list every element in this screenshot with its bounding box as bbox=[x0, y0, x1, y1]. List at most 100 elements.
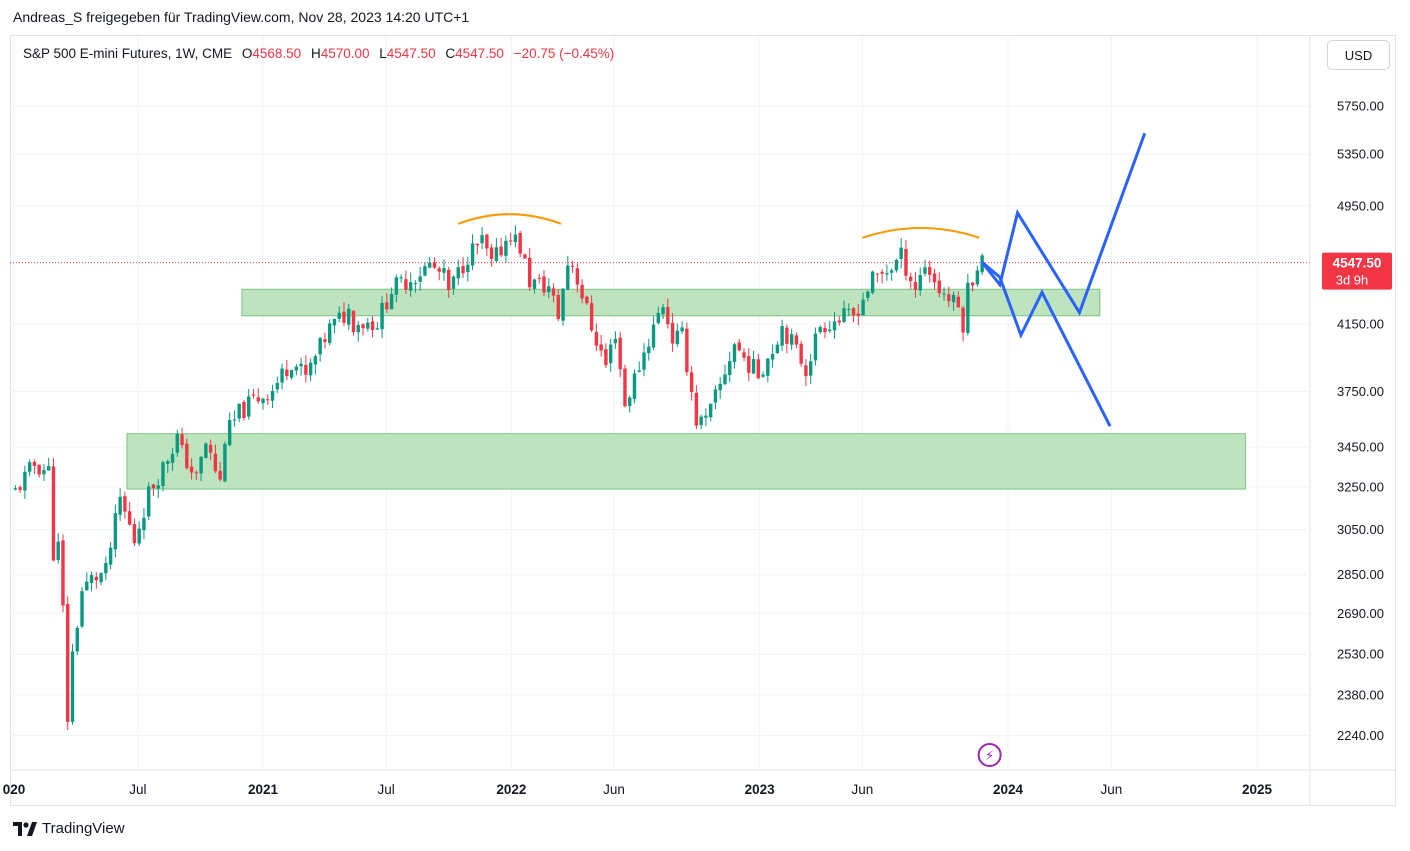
candle-body bbox=[323, 339, 327, 342]
candle-body bbox=[789, 334, 794, 345]
candle-body bbox=[337, 312, 341, 319]
candle-body bbox=[347, 308, 351, 325]
candle-body bbox=[608, 344, 613, 364]
candle-body bbox=[689, 372, 694, 392]
candle-body bbox=[94, 576, 99, 581]
candle-body bbox=[447, 269, 451, 291]
candle-body bbox=[232, 419, 237, 421]
price-tick-label: 2850.00 bbox=[1337, 567, 1384, 582]
price-tick-label: 2690.00 bbox=[1337, 606, 1384, 621]
candle-body bbox=[947, 294, 951, 302]
candle-body bbox=[280, 368, 284, 383]
candle-body bbox=[427, 262, 432, 268]
top-arc[interactable] bbox=[862, 226, 980, 239]
candle-body bbox=[408, 282, 413, 291]
candle-body bbox=[651, 324, 656, 348]
candle-body bbox=[370, 321, 375, 331]
candle-body bbox=[46, 466, 51, 471]
candle-body bbox=[166, 461, 170, 464]
candle-body bbox=[599, 344, 603, 351]
candle-body bbox=[313, 356, 318, 365]
candle-body bbox=[213, 453, 218, 472]
candle-body bbox=[532, 279, 537, 289]
candle-body bbox=[523, 254, 527, 259]
candle-body bbox=[547, 286, 551, 293]
candle-body bbox=[304, 364, 308, 375]
candle-body bbox=[823, 327, 827, 333]
candle-body bbox=[932, 273, 937, 283]
candle-body bbox=[194, 472, 199, 474]
currency-button[interactable]: USD bbox=[1327, 40, 1390, 70]
candle-body bbox=[199, 456, 203, 474]
price-tick-label: 2530.00 bbox=[1337, 647, 1384, 662]
candle-body bbox=[356, 324, 360, 333]
candle-body bbox=[156, 485, 160, 489]
candle-body bbox=[680, 327, 684, 332]
candle-body bbox=[708, 403, 713, 418]
high-label: H bbox=[310, 46, 321, 61]
candle-body bbox=[80, 591, 84, 627]
publish-caption: Andreas_S freigegeben für TradingView.co… bbox=[13, 9, 470, 25]
candle-body bbox=[413, 283, 418, 285]
candle-body bbox=[513, 234, 518, 243]
candle-body bbox=[918, 275, 922, 291]
event-marker[interactable] bbox=[977, 743, 1002, 767]
candle-body bbox=[528, 257, 532, 288]
price-axis: 5750.00 5350.00 4950.00 4150.00 3750.00 3450.… bbox=[1309, 36, 1392, 806]
open-value: 4568.50 bbox=[252, 46, 302, 61]
candle-body bbox=[327, 323, 332, 344]
candle-body bbox=[270, 390, 275, 401]
projection-path[interactable] bbox=[981, 261, 1112, 427]
candle-body bbox=[351, 310, 356, 332]
time-tick-label: 2023 bbox=[745, 782, 776, 797]
price-tick-label: 5750.00 bbox=[1337, 99, 1384, 114]
candle-body bbox=[456, 267, 460, 279]
candle-body bbox=[699, 416, 703, 426]
time-tick-label: Jun bbox=[852, 782, 874, 797]
support-zone-rect[interactable] bbox=[126, 433, 1246, 490]
tradingview-logo[interactable]: TradingView bbox=[13, 820, 125, 837]
candle-body bbox=[832, 321, 837, 331]
candle-body bbox=[385, 302, 389, 310]
candle-body bbox=[756, 359, 761, 379]
candle-body bbox=[851, 308, 856, 316]
candle-body bbox=[223, 443, 227, 482]
candle-body bbox=[723, 374, 727, 385]
close-label: C bbox=[445, 46, 456, 61]
candle-body bbox=[518, 232, 522, 254]
candle-body bbox=[204, 443, 208, 458]
candle-body bbox=[628, 397, 632, 406]
candle-body bbox=[504, 240, 508, 256]
candle-body bbox=[285, 369, 289, 377]
candle-body bbox=[161, 462, 165, 486]
last-price-badge bbox=[1322, 252, 1392, 290]
candle-body bbox=[770, 354, 775, 360]
candle-body bbox=[766, 358, 770, 376]
low-value: 4547.50 bbox=[386, 46, 436, 61]
candle-body bbox=[842, 308, 846, 322]
projection-path[interactable] bbox=[980, 132, 1147, 317]
candle-body bbox=[137, 528, 141, 544]
candle-body bbox=[951, 294, 956, 303]
candle-body bbox=[742, 352, 746, 358]
time-tick-label: 020 bbox=[3, 782, 26, 797]
candle-body bbox=[332, 318, 337, 326]
footer-brand: TradingView bbox=[42, 820, 125, 837]
candle-body bbox=[575, 268, 580, 285]
candle-body bbox=[218, 470, 222, 480]
symbol-legend: S&P 500 E-mini Futures, 1W, CME O4568.50… bbox=[23, 46, 614, 61]
candle-body bbox=[656, 312, 660, 324]
candle-body bbox=[780, 325, 784, 346]
top-arc[interactable] bbox=[457, 213, 562, 225]
candle-body bbox=[442, 268, 446, 273]
symbol-name[interactable]: S&P 500 E-mini Futures, 1W, CME bbox=[23, 46, 233, 61]
candle-body bbox=[423, 266, 427, 276]
candle-body bbox=[494, 247, 499, 261]
tradingview-logo-icon bbox=[13, 821, 37, 836]
candle-body bbox=[923, 267, 927, 274]
support-zone-rect[interactable] bbox=[241, 288, 1101, 317]
candle-body bbox=[251, 394, 256, 396]
candle-body bbox=[499, 246, 503, 256]
candle-body bbox=[647, 346, 651, 354]
